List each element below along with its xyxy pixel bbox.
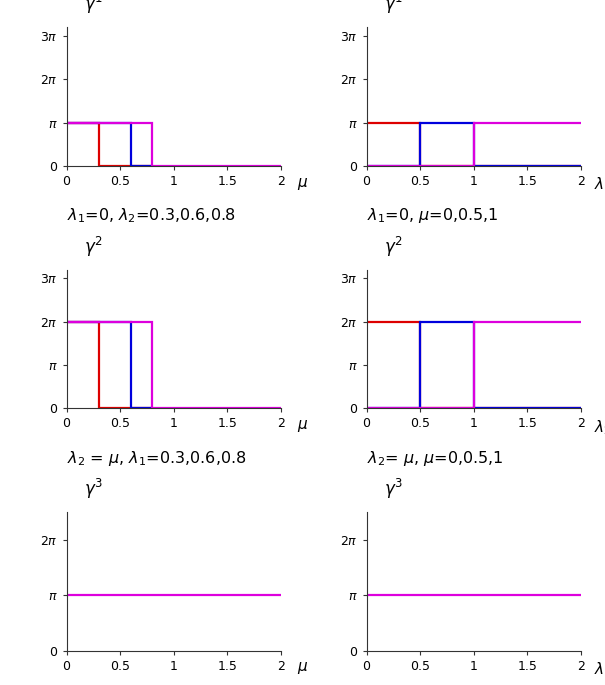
- Text: $\lambda_1$=0, $\mu$=0,0.5,1: $\lambda_1$=0, $\mu$=0,0.5,1: [367, 206, 498, 225]
- Text: $\lambda_1$=0, $\lambda_2$=0.3,0.6,0.8: $\lambda_1$=0, $\lambda_2$=0.3,0.6,0.8: [67, 207, 235, 225]
- Text: $\gamma^3$: $\gamma^3$: [384, 477, 403, 501]
- Text: $\gamma^2$: $\gamma^2$: [83, 235, 103, 259]
- Text: $\lambda_2$ = $\mu$, $\lambda_1$=0.3,0.6,0.8: $\lambda_2$ = $\mu$, $\lambda_1$=0.3,0.6…: [67, 449, 246, 468]
- X-axis label: $\lambda_2$: $\lambda_2$: [594, 418, 605, 437]
- X-axis label: $\lambda_1$: $\lambda_1$: [594, 175, 605, 195]
- X-axis label: $\lambda_1$: $\lambda_1$: [594, 660, 605, 679]
- Text: $\gamma^1$: $\gamma^1$: [384, 0, 403, 16]
- Text: $\gamma^3$: $\gamma^3$: [83, 477, 103, 501]
- Text: $\gamma^1$: $\gamma^1$: [83, 0, 103, 16]
- Text: $\lambda_2$= $\mu$, $\mu$=0,0.5,1: $\lambda_2$= $\mu$, $\mu$=0,0.5,1: [367, 449, 503, 468]
- X-axis label: $\mu$: $\mu$: [296, 660, 308, 677]
- X-axis label: $\mu$: $\mu$: [296, 175, 308, 192]
- Text: $\gamma^2$: $\gamma^2$: [384, 235, 402, 259]
- X-axis label: $\mu$: $\mu$: [296, 418, 308, 434]
